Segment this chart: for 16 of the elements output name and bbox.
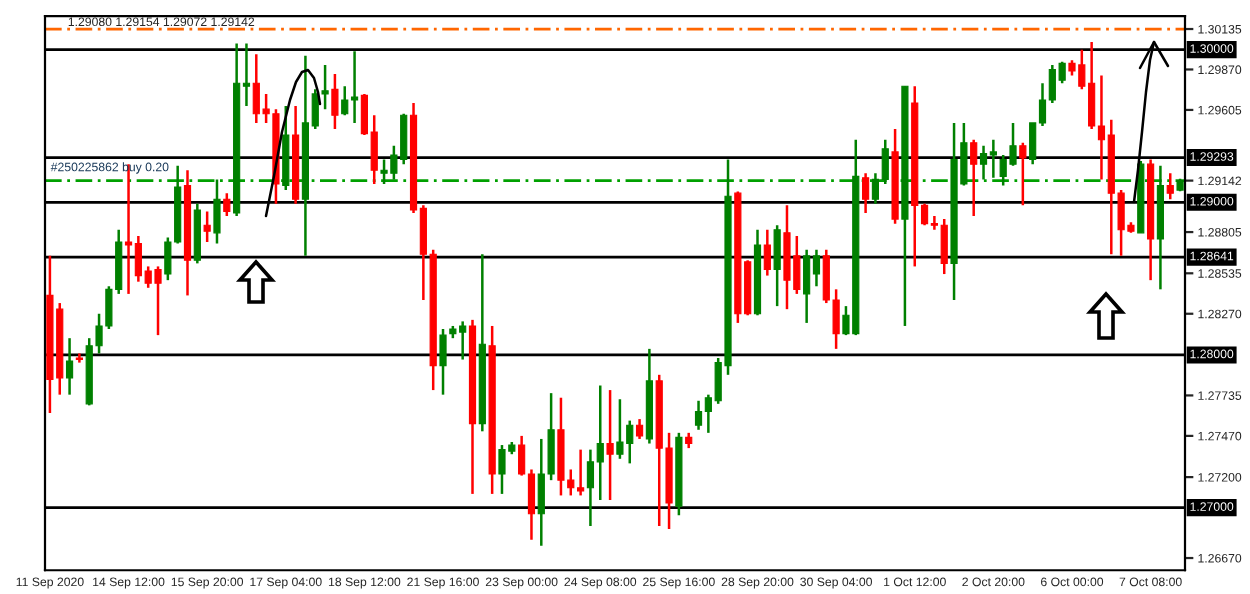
candlestick — [1019, 141, 1027, 207]
candlestick — [223, 191, 231, 218]
candlestick — [439, 327, 447, 396]
candlestick — [1166, 172, 1174, 201]
candlestick — [862, 172, 870, 215]
candlestick — [203, 210, 211, 244]
candlestick — [773, 223, 781, 308]
candlestick — [763, 228, 771, 277]
candlestick — [970, 138, 978, 218]
candlestick — [606, 388, 614, 502]
candlestick — [635, 417, 644, 441]
candlestick — [331, 72, 339, 131]
candlestick — [65, 336, 74, 396]
candlestick — [321, 63, 329, 111]
candlestick — [213, 178, 221, 245]
candlestick — [75, 352, 83, 364]
